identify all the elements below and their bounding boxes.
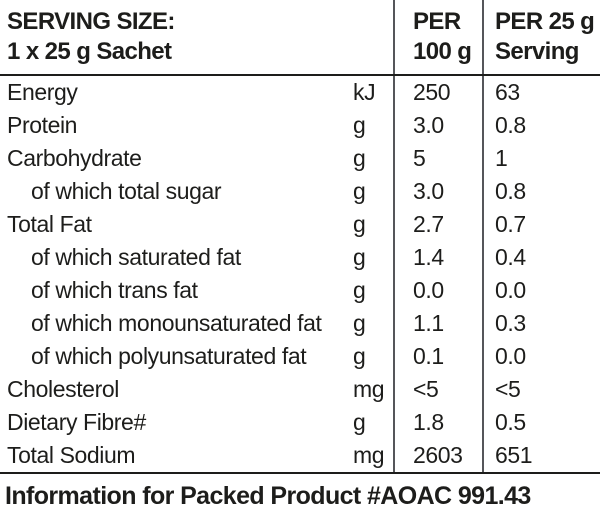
value-per-25g: 0.5	[482, 406, 600, 439]
per-25g-header-line2: Serving	[495, 38, 579, 65]
per-100g-header-line1: PER	[413, 8, 461, 35]
nutrient-unit: g	[353, 145, 366, 171]
value-per-25g: 63	[482, 76, 600, 109]
nutrient-row: of which monounsaturated fat g 1.1 0.3	[0, 307, 600, 340]
nutrient-row: Protein g 3.0 0.8	[0, 109, 600, 142]
per-100g-column-header: PER 100 g	[393, 0, 482, 74]
value-per-25g: 0.0	[482, 274, 600, 307]
nutrient-unit: g	[353, 409, 366, 435]
value-per-100g: 1.1	[393, 307, 482, 340]
nutrient-row: Dietary Fibre# g 1.8 0.5	[0, 406, 600, 439]
nutrient-unit: g	[353, 343, 366, 369]
nutrient-rows: Energy kJ 250 63 Protein g 3.0 0.8 Carbo…	[0, 76, 600, 472]
table-header-row: SERVING SIZE: 1 x 25 g Sachet PER 100 g …	[0, 0, 600, 76]
nutrient-row: Cholesterol mg <5 <5	[0, 373, 600, 406]
nutrient-unit: g	[353, 178, 366, 204]
value-per-100g: 2.7	[393, 208, 482, 241]
value-per-100g: 250	[393, 76, 482, 109]
nutrient-label: of which monounsaturated fat	[31, 310, 322, 336]
nutrient-label: of which saturated fat	[31, 244, 241, 270]
value-per-100g: 2603	[393, 439, 482, 472]
nutrient-label: Carbohydrate	[7, 145, 142, 171]
value-per-25g: 0.4	[482, 241, 600, 274]
value-per-25g: <5	[482, 373, 600, 406]
nutrient-unit: g	[353, 310, 366, 336]
nutrient-unit: g	[353, 277, 366, 303]
nutrient-label: of which polyunsaturated fat	[31, 343, 307, 369]
per-100g-header-line2: 100 g	[413, 38, 472, 65]
nutrient-label: Dietary Fibre#	[7, 409, 146, 435]
value-per-100g: 0.1	[393, 340, 482, 373]
per-25g-column-header: PER 25 g Serving	[482, 0, 600, 74]
value-per-100g: 0.0	[393, 274, 482, 307]
nutrient-unit: mg	[353, 442, 385, 468]
nutrient-row: Total Fat g 2.7 0.7	[0, 208, 600, 241]
nutrient-label: Protein	[7, 112, 78, 138]
nutrient-row: of which total sugar g 3.0 0.8	[0, 175, 600, 208]
nutrient-row: Total Sodium mg 2603 651	[0, 439, 600, 472]
nutrient-label: Cholesterol	[7, 376, 119, 402]
serving-size-header: SERVING SIZE: 1 x 25 g Sachet	[0, 0, 393, 74]
nutrient-row: of which trans fat g 0.0 0.0	[0, 274, 600, 307]
value-per-25g: 1	[482, 142, 600, 175]
nutrient-unit: kJ	[353, 79, 376, 105]
nutrient-row: of which saturated fat g 1.4 0.4	[0, 241, 600, 274]
value-per-100g: 5	[393, 142, 482, 175]
value-per-100g: 1.4	[393, 241, 482, 274]
nutrient-row: of which polyunsaturated fat g 0.1 0.0	[0, 340, 600, 373]
nutrient-label: of which total sugar	[31, 178, 222, 204]
nutrient-label: Energy	[7, 79, 78, 105]
per-25g-header-line1: PER 25 g	[495, 8, 595, 35]
serving-size-value: 1 x 25 g Sachet	[7, 38, 172, 65]
nutrient-unit: g	[353, 211, 366, 237]
value-per-25g: 0.8	[482, 175, 600, 208]
value-per-25g: 0.0	[482, 340, 600, 373]
value-per-100g: 3.0	[393, 175, 482, 208]
nutrient-label: of which trans fat	[31, 277, 198, 303]
value-per-25g: 0.3	[482, 307, 600, 340]
footer-note: Information for Packed Product #AOAC 991…	[5, 482, 531, 510]
value-per-100g: 3.0	[393, 109, 482, 142]
value-per-100g: 1.8	[393, 406, 482, 439]
serving-size-title: SERVING SIZE:	[7, 8, 175, 35]
table-bottom-rule	[0, 472, 600, 474]
nutrient-label: Total Sodium	[7, 442, 136, 468]
value-per-100g: <5	[393, 373, 482, 406]
value-per-25g: 0.7	[482, 208, 600, 241]
value-per-25g: 651	[482, 439, 600, 472]
nutrient-row: Energy kJ 250 63	[0, 76, 600, 109]
nutrient-unit: g	[353, 112, 366, 138]
value-per-25g: 0.8	[482, 109, 600, 142]
nutrient-unit: mg	[353, 376, 385, 402]
nutrient-row: Carbohydrate g 5 1	[0, 142, 600, 175]
nutrient-label: Total Fat	[7, 211, 92, 237]
nutrient-unit: g	[353, 244, 366, 270]
